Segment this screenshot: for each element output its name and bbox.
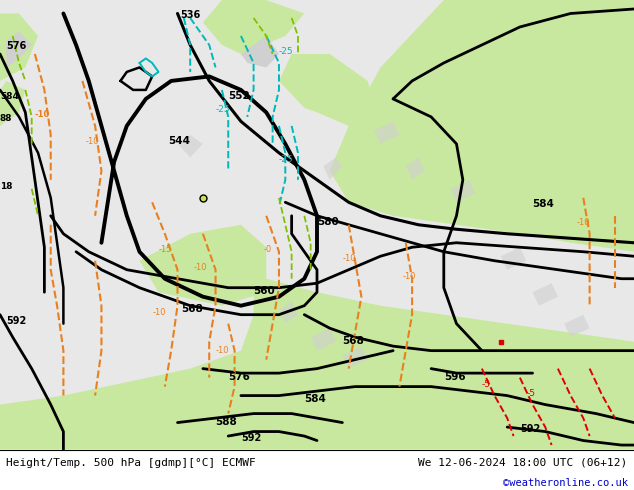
- Text: We 12-06-2024 18:00 UTC (06+12): We 12-06-2024 18:00 UTC (06+12): [418, 458, 628, 467]
- Text: 544: 544: [168, 136, 190, 146]
- Text: 580: 580: [317, 217, 339, 227]
- Polygon shape: [323, 157, 342, 180]
- Text: -10: -10: [35, 110, 50, 119]
- Polygon shape: [0, 81, 25, 126]
- Text: 568: 568: [181, 304, 202, 315]
- Polygon shape: [501, 247, 526, 270]
- Text: -10: -10: [193, 263, 207, 272]
- Polygon shape: [311, 328, 336, 351]
- Text: 88: 88: [0, 114, 13, 123]
- Polygon shape: [279, 54, 380, 157]
- Text: Height/Temp. 500 hPa [gdmp][°C] ECMWF: Height/Temp. 500 hPa [gdmp][°C] ECMWF: [6, 458, 256, 467]
- Text: -5: -5: [482, 380, 491, 389]
- Text: 584: 584: [533, 199, 555, 209]
- Text: 588: 588: [216, 417, 237, 427]
- Polygon shape: [330, 0, 634, 252]
- Text: 576: 576: [228, 372, 250, 382]
- Text: -10: -10: [86, 137, 99, 146]
- Polygon shape: [374, 122, 399, 144]
- Text: -10: -10: [342, 254, 356, 263]
- Polygon shape: [178, 135, 203, 157]
- Polygon shape: [0, 14, 38, 81]
- Text: -10: -10: [577, 218, 590, 227]
- Text: 536: 536: [181, 10, 201, 20]
- Text: -10: -10: [403, 272, 416, 281]
- Text: 592: 592: [6, 316, 27, 326]
- Polygon shape: [241, 36, 279, 68]
- Polygon shape: [279, 301, 298, 324]
- Text: ©weatheronline.co.uk: ©weatheronline.co.uk: [503, 478, 628, 488]
- Polygon shape: [342, 346, 368, 368]
- Polygon shape: [0, 279, 634, 449]
- Text: 596: 596: [444, 372, 465, 382]
- Polygon shape: [6, 31, 32, 68]
- Text: -15: -15: [158, 245, 172, 254]
- Text: 592: 592: [241, 433, 261, 442]
- Polygon shape: [533, 283, 558, 306]
- Text: -10: -10: [216, 346, 229, 355]
- Polygon shape: [139, 225, 266, 306]
- Text: 568: 568: [342, 336, 364, 346]
- Text: -5: -5: [526, 389, 535, 397]
- Polygon shape: [203, 0, 304, 54]
- Text: 584: 584: [304, 394, 327, 404]
- Text: 560: 560: [254, 287, 275, 296]
- Text: 584: 584: [0, 92, 19, 101]
- Text: -25: -25: [279, 155, 294, 164]
- Text: 18: 18: [0, 182, 13, 191]
- Text: 552: 552: [228, 91, 250, 101]
- Text: -25: -25: [279, 47, 294, 56]
- Polygon shape: [564, 315, 590, 337]
- Text: 576: 576: [6, 42, 27, 51]
- Text: 592: 592: [520, 423, 540, 434]
- Polygon shape: [450, 180, 476, 202]
- Text: -10: -10: [152, 308, 165, 317]
- Text: -25: -25: [216, 105, 230, 114]
- Text: -0: -0: [263, 245, 271, 254]
- Polygon shape: [406, 157, 425, 180]
